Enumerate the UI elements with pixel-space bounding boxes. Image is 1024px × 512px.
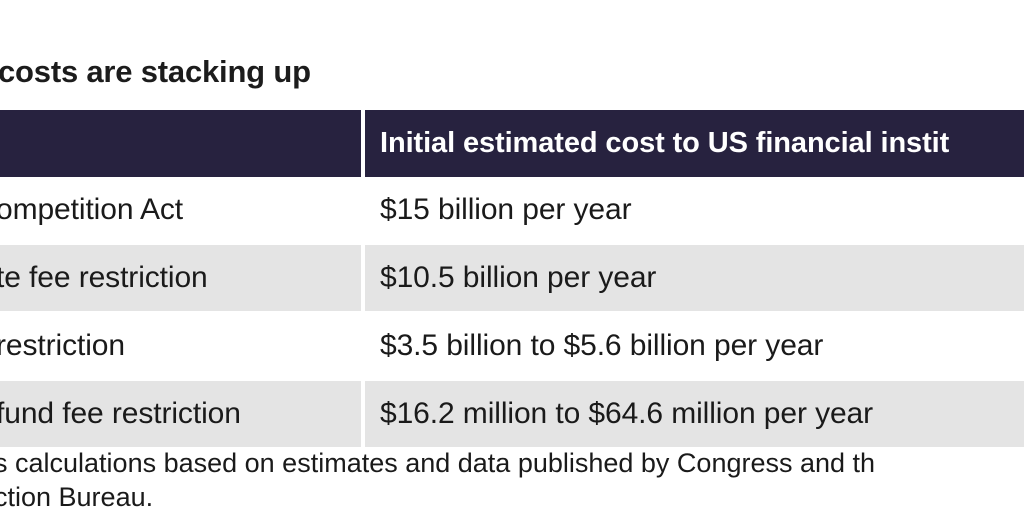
table-row: ompetition Act $15 billion per year [0,177,1024,243]
row-cost-cell: $3.5 billion to $5.6 billion per year [380,329,824,362]
row-cost-cell: $16.2 million to $64.6 million per year [380,397,874,430]
column-divider [361,245,365,311]
cost-table: Initial estimated cost to US financial i… [0,110,1024,447]
column-divider [361,110,365,177]
source-note: s calculations based on estimates and da… [0,446,875,512]
row-measure-cell: restriction [0,329,125,362]
table-title: costs are stacking up [0,54,311,89]
row-divider [0,243,1024,245]
row-measure-cell: te fee restriction [0,261,208,294]
table-header-row: Initial estimated cost to US financial i… [0,110,1024,177]
source-note-line: s calculations based on estimates and da… [0,448,876,478]
column-divider [361,313,365,379]
row-measure-cell: fund fee restriction [0,397,241,430]
table-row: restriction $3.5 billion to $5.6 billion… [0,313,1024,379]
row-cost-cell: $15 billion per year [380,193,632,226]
column-divider [361,177,365,243]
row-divider [0,379,1024,381]
table-row: fund fee restriction $16.2 million to $6… [0,381,1024,447]
table-row: te fee restriction $10.5 billion per yea… [0,245,1024,311]
row-divider [0,311,1024,313]
column-divider [361,381,365,447]
header-cell-measure [0,110,360,177]
source-note-line: ction Bureau. [0,482,154,512]
row-measure-cell: ompetition Act [0,193,184,226]
row-cost-cell: $10.5 billion per year [380,261,657,294]
header-cell-estimated-cost: Initial estimated cost to US financial i… [380,127,950,159]
